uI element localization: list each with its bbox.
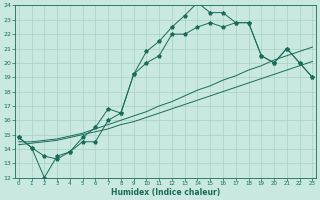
X-axis label: Humidex (Indice chaleur): Humidex (Indice chaleur) [111, 188, 220, 197]
